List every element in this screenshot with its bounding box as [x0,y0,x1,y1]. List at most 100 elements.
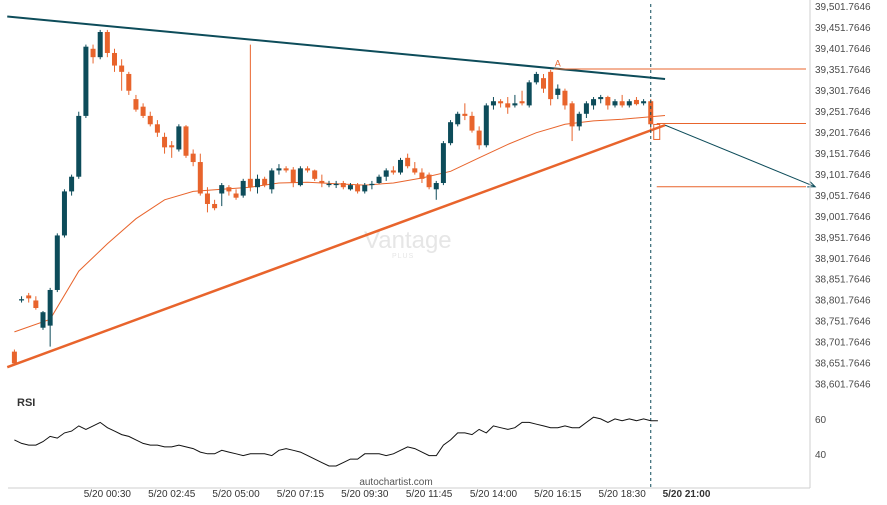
candle [76,111,82,179]
candle-body [591,99,597,106]
time-tick-label: 5/20 16:15 [534,489,582,500]
time-tick-label: 5/20 02:45 [148,489,196,500]
candle [305,166,311,173]
candle-body [347,185,353,190]
candle-body [633,99,639,105]
candle [283,166,289,173]
candle [626,99,632,108]
candle-body [398,159,403,173]
candle [390,166,396,175]
candle [69,174,75,196]
price-tick-label: 39,251.7646 [815,107,871,118]
candle [183,125,189,158]
candle-body [433,183,439,190]
candle-body [183,126,189,156]
price-tick-label: 39,051.7646 [815,191,871,202]
candle-body [11,351,17,364]
candle [333,180,339,189]
candle [605,95,611,110]
candle [641,99,647,106]
candle [19,296,25,303]
time-tick-label: 5/20 09:30 [341,489,389,500]
candle [226,185,232,196]
candle [569,101,575,142]
candle [83,44,89,118]
candle-body [505,103,511,108]
candle-body [612,101,618,106]
candle [26,292,32,303]
candle-body [276,168,282,171]
candle [548,69,554,106]
candle [11,349,17,364]
candle-body [169,145,175,148]
candle [147,111,153,127]
candle [319,174,325,188]
candle [276,164,282,175]
candle [476,126,482,150]
candle [61,189,67,238]
candle-body [533,73,539,83]
forecast-arrow-line [664,124,816,188]
candle [598,94,604,104]
candle [519,90,525,106]
time-tick-label: 5/20 00:30 [84,489,132,500]
candle-body [490,101,496,106]
price-axis-labels: 39,501.7646 39,451.7646 39,401.7646 39,351.… [815,2,871,391]
candle-body [462,113,468,116]
time-axis: 5/20 00:30 5/20 02:45 5/20 05:00 5/20 07:15… [84,489,711,500]
candle [162,132,168,154]
candles [11,29,654,364]
candle [490,97,496,110]
moving-average-path [14,115,666,333]
candle [369,180,375,190]
candle [154,120,160,137]
candle-body [176,126,182,150]
candle [498,99,504,108]
rsi-panel: RSI 60 40 [14,397,827,467]
price-tick-label: 38,751.7646 [815,317,871,328]
projected-candle [653,123,661,140]
candle-body [483,105,489,146]
chart-frame [8,0,811,489]
candle-body [233,193,239,198]
candle-body [312,170,318,179]
candle-body [40,312,46,328]
candle-body [498,101,504,104]
price-tick-label: 39,501.7646 [815,2,871,13]
candle-body [383,170,389,177]
candle [340,180,346,190]
candle [119,59,125,91]
candle-body [197,162,203,194]
price-tick-label: 39,451.7646 [815,23,871,34]
candle-body [583,103,589,114]
moving-average-line [14,115,666,333]
candle [90,44,96,64]
candle [126,71,132,95]
candle-body [641,101,647,104]
candle-body [390,170,396,173]
candle-body [33,300,39,309]
candle [612,99,618,108]
candle [633,97,639,106]
candle [483,103,489,148]
candle [40,310,46,330]
time-tick-label: 5/20 11:45 [406,489,453,500]
candle [262,176,268,188]
candle [297,166,303,187]
candle-body [154,124,160,133]
candle-body [448,122,454,144]
candle-body [47,289,53,326]
candle [426,172,432,190]
candle [419,168,425,184]
candle [526,80,532,108]
candle [326,180,332,188]
price-tick-label: 39,101.7646 [815,170,871,181]
candle [448,120,454,146]
candle-body [569,103,575,127]
candle-body [119,65,125,72]
candle-body [412,168,418,173]
candle-body [147,115,153,125]
candle [591,97,597,110]
pattern-overlays: A [6,4,817,488]
time-tick-label: 5/20 21:00 [663,489,711,500]
